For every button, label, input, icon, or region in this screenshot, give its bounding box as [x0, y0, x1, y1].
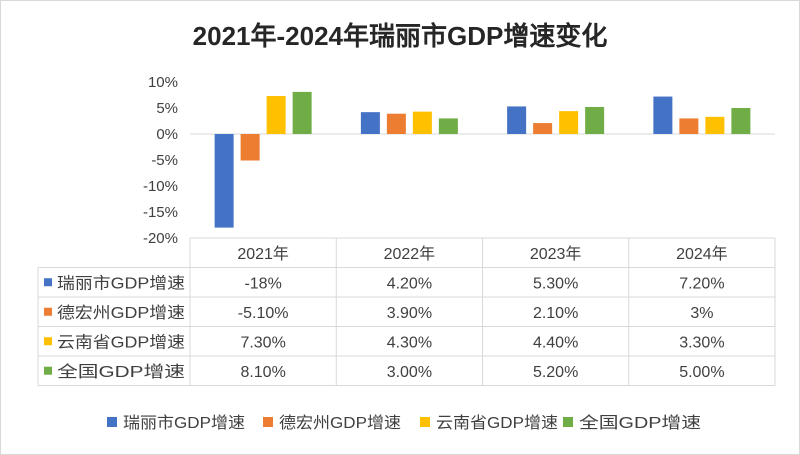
table-legend-key-1: [44, 278, 52, 287]
data-label: 3%: [690, 305, 713, 322]
bar-2-3: [533, 123, 553, 134]
bar-1-1: [214, 134, 234, 228]
bar-4-3: [585, 106, 605, 134]
data-label: 5.30%: [533, 275, 578, 292]
data-label: 3.00%: [387, 364, 432, 381]
bar-1-2: [360, 112, 380, 134]
chart-title: 2021年-2024年瑞丽市GDP增速变化: [193, 21, 608, 51]
legend: 瑞丽市GDP增速 德宏州GDP增速 云南省GDP增速 全国GDP增速: [107, 414, 701, 432]
data-label: 5.20%: [533, 364, 578, 381]
legend-label: 云南省GDP增速: [436, 414, 558, 432]
bar-2-4: [679, 118, 699, 134]
category-label: 2023年: [530, 245, 582, 263]
data-label: 8.10%: [240, 364, 285, 381]
y-tick-label: -5%: [151, 152, 178, 169]
legend-key-1: [107, 417, 117, 427]
data-label: 5.00%: [679, 364, 724, 381]
data-label: -18%: [244, 275, 281, 292]
table-series-name: 云南省GDP增速: [57, 333, 185, 351]
bar-3-3: [559, 111, 579, 134]
bar-4-2: [438, 118, 458, 134]
table-legend-key-4: [44, 366, 52, 375]
table-legend-key-2: [44, 307, 52, 316]
legend-key-4: [563, 417, 573, 427]
table-series-name: 全国GDP增速: [57, 363, 185, 381]
data-label: 7.20%: [679, 275, 724, 292]
bar-1-4: [653, 96, 673, 134]
data-table: 2021年 2022年 2023年 2024年瑞丽市GDP增速 -18% 4.20% 5.3…: [37, 237, 776, 386]
data-label: 4.30%: [387, 334, 432, 351]
bar-2-2: [386, 113, 406, 134]
bar-2-1: [240, 134, 260, 161]
y-tick-label: -15%: [143, 204, 178, 221]
legend-key-2: [263, 417, 273, 427]
bar-4-1: [292, 91, 312, 134]
bar-3-2: [412, 111, 432, 134]
y-tick-label: -20%: [143, 230, 178, 247]
y-tick-label: -10%: [143, 178, 178, 195]
bar-3-1: [266, 96, 286, 134]
y-tick-label: 5%: [156, 100, 178, 117]
data-label: -5.10%: [238, 305, 289, 322]
data-label: 4.20%: [387, 275, 432, 292]
data-label: 3.30%: [679, 334, 724, 351]
category-label: 2024年: [676, 245, 728, 263]
table-series-name: 德宏州GDP增速: [57, 304, 185, 322]
table-legend-key-3: [44, 337, 52, 346]
y-tick-label: 0%: [156, 126, 178, 143]
data-label: 2.10%: [533, 305, 578, 322]
legend-key-3: [420, 417, 430, 427]
category-label: 2022年: [384, 245, 436, 263]
legend-label: 全国GDP增速: [579, 414, 701, 432]
legend-label: 德宏州GDP增速: [279, 414, 401, 432]
table-series-name: 瑞丽市GDP增速: [57, 274, 185, 292]
bar-3-4: [705, 116, 725, 134]
legend-label: 瑞丽市GDP增速: [123, 414, 245, 432]
bar-4-4: [731, 108, 751, 134]
category-label: 2021年: [237, 245, 289, 263]
y-tick-label: 10%: [148, 74, 178, 91]
plot-area: 10% 5% 0% -5% -10% -15% -20%: [143, 74, 775, 247]
bar-1-3: [507, 106, 527, 134]
data-label: 4.40%: [533, 334, 578, 351]
data-label: 3.90%: [387, 305, 432, 322]
data-label: 7.30%: [240, 334, 285, 351]
